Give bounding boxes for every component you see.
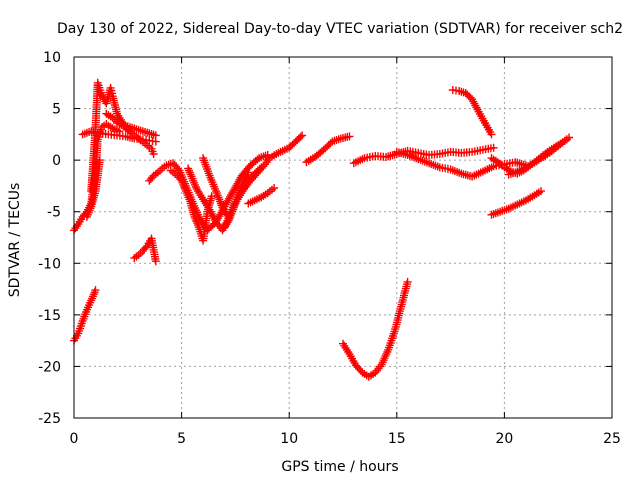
series-track-8 xyxy=(130,234,160,266)
data-points xyxy=(70,78,573,381)
data-point-markers xyxy=(244,184,279,208)
y-tick-label: -15 xyxy=(38,308,61,324)
chart-title: Day 130 of 2022, Sidereal Day-to-day VTE… xyxy=(57,21,623,37)
series-track-13 xyxy=(220,131,307,232)
data-point-markers xyxy=(504,135,571,179)
grid-lines xyxy=(74,57,612,418)
series-track-14 xyxy=(244,184,279,208)
y-tick-label: -5 xyxy=(47,205,61,221)
y-tick-label: 5 xyxy=(52,102,61,118)
series-track-22 xyxy=(504,135,571,179)
series-track-19 xyxy=(448,86,496,139)
y-axis-label: SDTVAR / TECUs xyxy=(7,183,23,298)
y-tick-label: -20 xyxy=(38,359,61,375)
data-point-markers xyxy=(339,277,412,381)
data-point-markers xyxy=(82,156,104,221)
y-tick-label: -10 xyxy=(38,256,61,272)
data-point-markers xyxy=(302,132,354,167)
x-axis-label: GPS time / hours xyxy=(281,459,398,475)
y-tick-label: 0 xyxy=(52,153,61,169)
series-track-7 xyxy=(82,156,104,221)
series-track-21 xyxy=(487,187,545,219)
x-tick-label: 0 xyxy=(70,431,79,447)
series-track-18 xyxy=(392,147,530,181)
series-track-6 xyxy=(102,109,158,158)
series-track-15 xyxy=(302,132,354,167)
y-tick-label: 10 xyxy=(43,50,61,66)
data-point-markers xyxy=(102,109,158,158)
plot-frame xyxy=(73,56,613,419)
data-point-markers xyxy=(392,147,530,181)
data-point-markers xyxy=(487,187,545,219)
x-tick-label: 25 xyxy=(603,431,621,447)
x-tick-label: 15 xyxy=(388,431,406,447)
axis-ticks: 0 5 10 15 20 25 -25 -20 -15 -10 -5 0 5 10 xyxy=(38,50,621,447)
x-tick-label: 20 xyxy=(495,431,513,447)
series-track-16 xyxy=(339,277,412,381)
data-point-markers xyxy=(448,86,496,139)
x-tick-label: 10 xyxy=(280,431,298,447)
y-tick-label: -25 xyxy=(38,411,61,427)
data-point-markers xyxy=(130,234,160,266)
data-point-markers xyxy=(220,131,307,232)
x-tick-label: 5 xyxy=(177,431,186,447)
